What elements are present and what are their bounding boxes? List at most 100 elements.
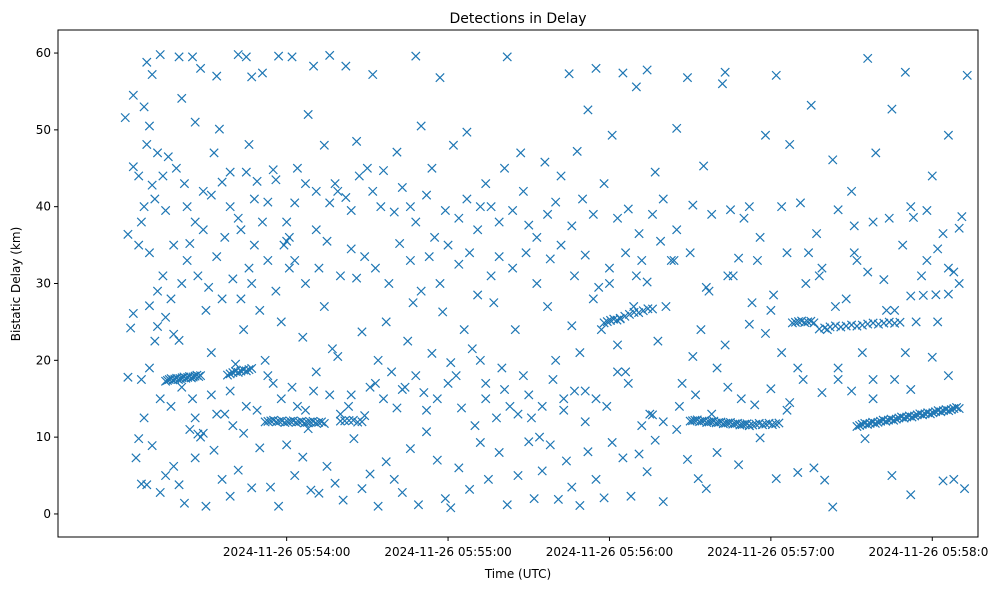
data-point	[343, 401, 354, 412]
data-point	[285, 416, 296, 426]
data-point	[268, 165, 278, 175]
x-axis: 2024-11-26 05:54:00 2024-11-26 05:55:00 20…	[223, 537, 989, 559]
data-point	[322, 236, 332, 246]
data-point	[195, 371, 206, 381]
data-point	[142, 139, 152, 150]
data-point	[931, 290, 941, 300]
data-point	[268, 378, 278, 388]
data-point	[879, 275, 889, 285]
data-point	[233, 465, 243, 475]
data-point	[618, 453, 628, 463]
data-point	[688, 200, 698, 210]
data-point	[134, 240, 144, 250]
data-point	[421, 190, 432, 200]
data-point	[491, 413, 502, 423]
data-point	[943, 263, 954, 273]
data-point	[462, 127, 472, 137]
data-point	[435, 278, 445, 289]
data-point	[561, 456, 572, 466]
data-point	[212, 409, 222, 419]
data-point	[707, 209, 717, 219]
data-point	[532, 232, 542, 243]
data-point	[128, 308, 138, 319]
data-point	[911, 317, 921, 327]
data-point	[335, 416, 346, 426]
data-point	[642, 65, 652, 75]
data-point	[448, 140, 459, 150]
data-point	[357, 417, 367, 427]
data-point	[817, 387, 827, 398]
data-point	[473, 225, 483, 235]
data-point	[346, 390, 356, 400]
data-point	[217, 294, 227, 304]
data-point	[524, 220, 534, 230]
data-point	[311, 225, 321, 235]
data-point	[300, 179, 311, 189]
data-point	[195, 63, 206, 74]
data-point	[906, 291, 916, 301]
data-point	[744, 202, 754, 212]
data-point	[280, 417, 290, 428]
data-point	[698, 161, 709, 171]
data-point	[190, 453, 200, 463]
data-point	[612, 340, 623, 350]
data-point	[120, 112, 130, 123]
data-point	[599, 179, 609, 189]
data-point	[771, 70, 781, 80]
x-axis-label: Time (UTC)	[484, 567, 551, 581]
data-point	[777, 202, 787, 212]
data-point	[618, 68, 628, 78]
data-point	[518, 186, 529, 196]
data-point	[220, 409, 230, 419]
data-point	[378, 165, 389, 176]
data-point	[268, 415, 279, 425]
data-point	[397, 182, 407, 193]
x-tick-label: 2024-11-26 05:56:00	[546, 545, 673, 559]
data-point	[416, 286, 426, 296]
data-point	[306, 485, 316, 495]
data-point	[524, 437, 534, 447]
data-point	[809, 463, 819, 473]
data-point	[238, 428, 249, 438]
data-point	[247, 363, 257, 374]
data-point	[567, 221, 577, 231]
data-point	[889, 374, 900, 385]
data-point	[917, 410, 928, 420]
data-point	[273, 51, 284, 61]
data-point	[271, 286, 281, 296]
data-point	[481, 394, 491, 404]
data-point	[954, 278, 964, 289]
data-point	[755, 232, 765, 243]
data-point	[661, 301, 671, 312]
data-point	[446, 357, 456, 368]
data-point	[142, 480, 152, 490]
data-point	[766, 305, 776, 316]
y-tick-label: 0	[43, 507, 51, 521]
data-point	[198, 225, 208, 235]
data-point	[340, 416, 350, 426]
data-point	[179, 498, 190, 508]
data-point	[241, 52, 251, 62]
data-point	[936, 407, 946, 417]
data-point	[658, 497, 668, 507]
data-point	[475, 202, 485, 212]
data-point	[187, 52, 198, 62]
data-point	[290, 198, 300, 208]
data-point	[284, 263, 294, 273]
y-tick-label: 50	[36, 123, 51, 137]
data-point	[292, 401, 303, 412]
data-point	[147, 440, 157, 451]
data-point	[833, 363, 843, 373]
data-point	[294, 417, 304, 427]
data-point	[701, 483, 711, 494]
data-point	[405, 444, 416, 454]
data-point	[954, 223, 964, 233]
data-point	[373, 355, 383, 365]
data-point	[360, 251, 370, 262]
data-point	[868, 394, 878, 404]
data-point	[944, 406, 954, 416]
data-point	[190, 117, 200, 127]
data-point	[486, 271, 496, 281]
data-point	[443, 378, 453, 388]
data-point	[136, 374, 147, 385]
